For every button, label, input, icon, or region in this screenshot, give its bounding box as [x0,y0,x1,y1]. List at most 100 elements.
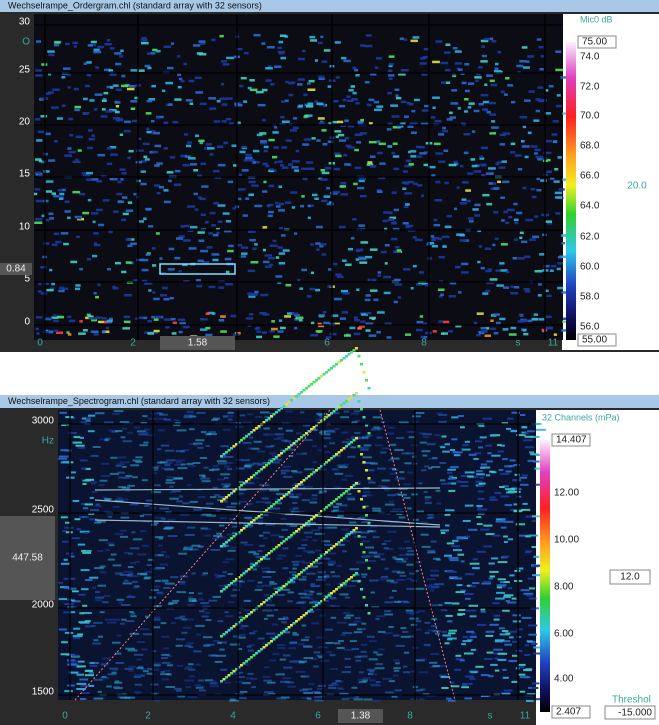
heat-cell [415,588,424,590]
heat-cell [72,590,79,592]
heat-cell [498,51,502,54]
heat-cell [226,558,235,560]
heat-cell [503,677,509,679]
y-tick-label: 0 [24,317,30,328]
heat-cell [514,222,518,225]
heat-cell [424,645,430,647]
heat-cell [184,133,188,136]
heat-cell [360,44,366,47]
heat-cell [123,213,129,216]
heat-cell [528,625,537,627]
heat-cell [443,321,449,324]
heat-cell [170,297,174,300]
heat-cell [504,644,512,646]
heat-cell [378,631,386,633]
heat-cell [480,60,487,63]
heat-cell [88,44,93,47]
heat-cell [440,530,449,532]
heat-cell [93,221,96,224]
heat-cell [403,497,410,499]
heat-cell [276,493,284,495]
heat-cell [198,680,204,682]
heat-cell [462,198,467,201]
heat-cell [356,561,366,563]
heat-cell [490,172,493,175]
heat-cell [154,700,160,702]
heat-cell [70,261,77,264]
heat-cell [411,444,417,446]
heat-cell [528,634,537,636]
heat-cell [486,327,489,330]
heat-cell [316,226,323,229]
heat-cell [185,619,194,621]
heat-cell [410,150,416,153]
heat-cell [445,44,450,47]
heat-cell [519,666,525,668]
colorbar-label: Mic0 dB [580,14,613,24]
heat-cell [394,601,401,603]
heat-cell [302,50,306,53]
heat-cell [183,326,189,329]
heat-cell [184,63,187,65]
heat-cell [335,428,340,430]
heat-cell [351,237,355,240]
heat-cell [168,268,175,271]
heat-cell [189,600,197,602]
heat-cell [509,333,517,336]
heat-cell [280,116,285,119]
heat-cell [442,236,450,239]
heat-cell [122,428,126,430]
heat-cell [525,156,529,159]
heat-cell [175,460,185,462]
heat-cell [35,74,42,77]
heat-cell [58,582,63,584]
heat-cell [127,157,131,160]
heat-cell [141,42,149,45]
heat-cell [553,140,557,143]
heat-cell [79,320,82,323]
heat-cell [249,181,256,184]
heat-cell [194,444,198,446]
heat-cell [199,689,206,691]
heat-cell [525,436,534,438]
heat-cell [101,663,109,665]
heat-cell [137,573,147,575]
heat-cell [274,161,277,164]
heat-cell [385,568,389,570]
heat-cell [180,616,185,618]
heat-cell [540,68,544,71]
heat-cell [398,296,401,299]
heat-cell [327,431,335,433]
heat-cell [241,252,247,255]
heat-cell [310,502,318,504]
heat-cell [187,141,192,144]
heat-cell [523,669,532,671]
heat-cell [497,584,507,586]
colorbar-tick-label: 72.0 [580,82,600,93]
heat-cell [268,215,273,218]
heat-cell [483,581,491,583]
heat-cell [410,155,416,158]
heat-cell [98,691,102,693]
heat-cell [143,143,150,146]
heat-cell [308,205,311,208]
heat-cell [452,540,458,542]
heat-cell [407,472,413,474]
heat-cell [457,584,463,586]
heat-cell [490,435,497,437]
heat-cell [445,514,451,516]
heat-cell [51,283,55,286]
heat-cell [389,55,395,58]
heat-cell [141,649,147,651]
heat-cell [358,535,361,538]
heat-cell [226,118,232,121]
heat-cell [94,108,98,111]
heat-cell [228,550,236,552]
heat-cell [520,691,525,693]
heat-cell [400,575,407,577]
heat-cell [375,663,383,665]
heat-cell [377,191,383,194]
colorbar-tick-label: 70.0 [580,111,600,122]
heat-cell [340,317,346,320]
heat-cell [135,461,142,463]
